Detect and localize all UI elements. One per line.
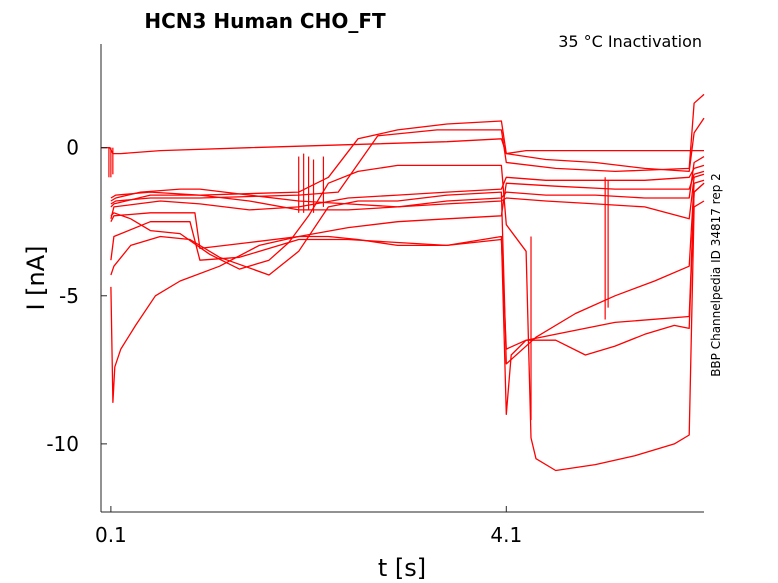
current-trace-11	[110, 173, 705, 220]
current-trace-8	[110, 182, 705, 415]
x-axis-label: t [s]	[378, 554, 426, 582]
current-trace-9	[110, 164, 705, 472]
current-trace-7	[110, 179, 705, 365]
current-trace-6	[110, 182, 705, 350]
x-ticks: 0.1 4.1	[95, 506, 522, 547]
current-trace-10	[110, 156, 705, 208]
y-axis-label: I [nA]	[22, 245, 50, 310]
x-tick-label: 4.1	[490, 523, 522, 547]
current-trace-2	[110, 117, 705, 208]
y-tick-label: 0	[66, 136, 79, 160]
y-tick-label: -5	[59, 284, 79, 308]
y-tick-label: -10	[46, 432, 79, 456]
x-tick-label: 0.1	[95, 523, 127, 547]
chart-title: HCN3 Human CHO_FT	[144, 9, 386, 33]
current-trace-1	[101, 138, 704, 155]
plot-region	[101, 93, 705, 472]
current-trace-4	[110, 164, 705, 219]
chart-subtitle: 35 °C Inactivation	[558, 32, 702, 51]
current-trace-5	[110, 170, 705, 250]
current-trace-3	[110, 93, 705, 205]
y-ticks: 0 -5 -10	[46, 136, 107, 456]
side-id-label: BBP Channelpedia ID 34817 rep 2	[709, 173, 723, 377]
